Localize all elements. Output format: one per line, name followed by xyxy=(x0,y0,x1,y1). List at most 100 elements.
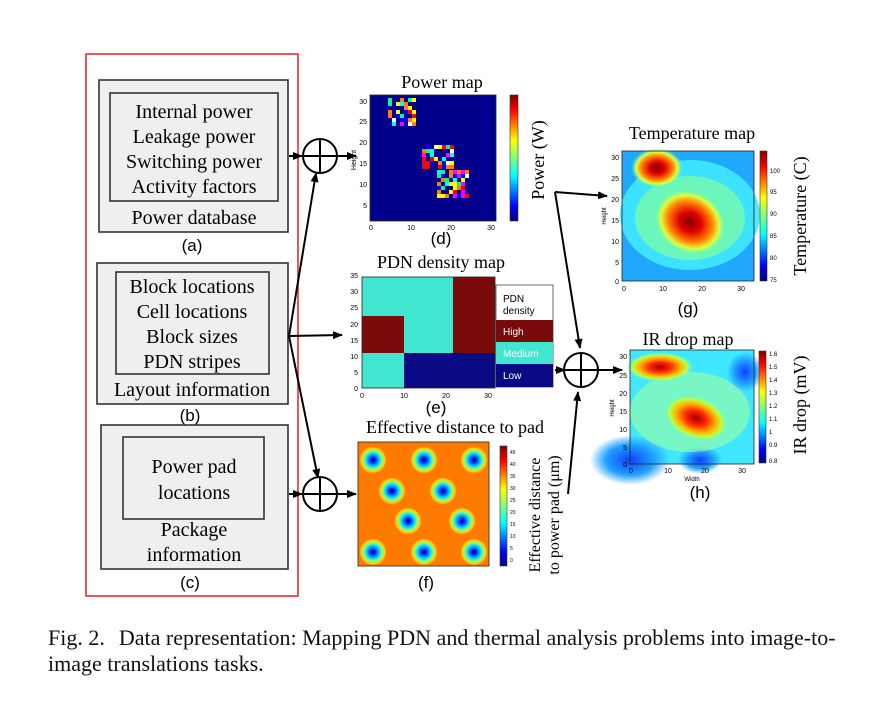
power-pad-spot xyxy=(359,446,387,474)
power-pad-spot xyxy=(410,538,438,566)
svg-text:10: 10 xyxy=(619,427,627,434)
svg-text:15: 15 xyxy=(611,218,619,225)
power-cell xyxy=(441,170,445,174)
power-cell xyxy=(438,165,442,169)
layout-information-panel: Block locations Cell locations Block siz… xyxy=(96,262,289,405)
panel-label-b: (b) xyxy=(180,406,201,425)
power-cell xyxy=(426,149,430,153)
svg-text:15: 15 xyxy=(619,409,627,416)
power-cell xyxy=(450,153,454,157)
pdn-map-xticks: 0 10 20 30 xyxy=(360,393,492,400)
svg-text:90: 90 xyxy=(770,212,777,218)
power-cell xyxy=(437,194,441,198)
pdn-legend-label: High xyxy=(503,327,524,338)
power-cell xyxy=(457,194,461,198)
power-cell xyxy=(404,110,408,114)
svg-text:20: 20 xyxy=(510,510,516,516)
svg-text:10: 10 xyxy=(510,534,516,540)
power-cell xyxy=(437,182,441,186)
power-cell xyxy=(400,114,404,118)
svg-text:30: 30 xyxy=(350,289,358,296)
power-cell xyxy=(438,161,442,165)
svg-text:0: 0 xyxy=(615,279,619,286)
power-cell xyxy=(453,178,457,182)
power-cell xyxy=(404,106,408,110)
power-cell xyxy=(461,178,465,182)
panel-label-h: (h) xyxy=(690,483,711,502)
ir-drop-colorbar-label: IR drop (mV) xyxy=(790,356,811,455)
power-cell xyxy=(441,174,445,178)
svg-text:25: 25 xyxy=(619,373,627,380)
svg-text:40: 40 xyxy=(510,462,516,468)
power-cell xyxy=(400,122,404,126)
power-map-hotspots xyxy=(388,98,469,198)
power-cell xyxy=(412,118,416,122)
svg-text:25: 25 xyxy=(611,176,619,183)
power-cell xyxy=(450,165,454,169)
power-cell xyxy=(465,170,469,174)
svg-text:25: 25 xyxy=(510,498,516,504)
power-cell xyxy=(450,149,454,153)
power-cell xyxy=(446,165,450,169)
power-pad-spot xyxy=(410,446,438,474)
power-cell xyxy=(408,110,412,114)
svg-text:20: 20 xyxy=(619,391,627,398)
svg-text:0: 0 xyxy=(629,468,633,475)
temperature-map-xticks: 0 10 20 30 xyxy=(622,286,745,293)
svg-text:20: 20 xyxy=(447,225,455,232)
power-cell xyxy=(430,149,434,153)
pdn-legend-title: PDN xyxy=(503,294,524,305)
svg-text:35: 35 xyxy=(510,474,516,480)
ir-drop-map-xlabel: Width xyxy=(684,477,699,483)
power-cell xyxy=(404,118,408,122)
power-cell xyxy=(422,153,426,157)
svg-text:10: 10 xyxy=(350,354,358,361)
svg-text:0: 0 xyxy=(623,462,627,469)
power-cell xyxy=(400,102,404,106)
power-cell xyxy=(422,161,426,165)
power-map-xticks: 0 10 20 30 xyxy=(369,225,495,232)
svg-text:10: 10 xyxy=(659,286,667,293)
ir-drop-map-xticks: 0 10 20 30 xyxy=(629,468,746,475)
power-cell xyxy=(445,182,449,186)
power-cell xyxy=(437,186,441,190)
power-cell xyxy=(453,174,457,178)
caption-text: Data representation: Mapping PDN and the… xyxy=(48,625,836,676)
svg-text:20: 20 xyxy=(359,140,367,147)
svg-text:35: 35 xyxy=(350,273,358,280)
sum-node-distance xyxy=(302,476,338,512)
layout-item: PDN stripes xyxy=(143,351,240,373)
power-colorbar xyxy=(509,94,519,222)
power-cell xyxy=(422,149,426,153)
pdn-legend-label: Medium xyxy=(503,349,539,360)
power-pad-spot xyxy=(460,446,488,474)
svg-text:20: 20 xyxy=(611,197,619,204)
power-cell xyxy=(430,161,434,165)
power-colorbar-label: Power (W) xyxy=(528,120,549,199)
svg-text:1.5: 1.5 xyxy=(769,365,778,371)
svg-text:0.8: 0.8 xyxy=(769,459,778,465)
power-cell xyxy=(412,122,416,126)
power-cell xyxy=(426,165,430,169)
panel-label-a: (a) xyxy=(182,236,203,255)
power-cell xyxy=(453,194,457,198)
svg-text:0.9: 0.9 xyxy=(769,443,778,449)
power-cell xyxy=(437,174,441,178)
panel-label-d: (d) xyxy=(431,229,452,248)
svg-text:0: 0 xyxy=(510,558,513,564)
pdn-legend-swatch-medium xyxy=(496,342,553,364)
power-cell xyxy=(449,174,453,178)
pdn-map-yticks: 35 30 25 20 15 10 5 0 xyxy=(350,273,358,393)
power-cell xyxy=(446,161,450,165)
svg-text:1.6: 1.6 xyxy=(769,352,778,358)
ir-drop-map-yticks: 30 25 20 15 10 5 0 xyxy=(619,354,627,469)
power-cell xyxy=(426,161,430,165)
power-cell xyxy=(408,122,412,126)
power-cell xyxy=(461,170,465,174)
temperature-map-title: Temperature map xyxy=(629,123,755,143)
power-pad-spot xyxy=(378,477,406,505)
temperature-colorbar-ticks: 100 95 90 85 80 75 xyxy=(770,169,781,284)
power-cell xyxy=(392,118,396,122)
svg-text:95: 95 xyxy=(770,190,777,196)
svg-text:5: 5 xyxy=(510,546,513,552)
